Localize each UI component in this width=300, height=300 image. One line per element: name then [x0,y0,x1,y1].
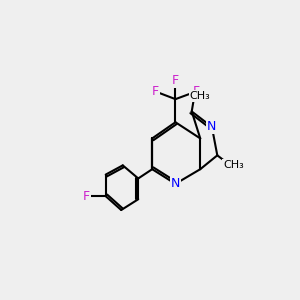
Text: N: N [171,177,180,190]
Text: F: F [193,85,200,98]
Text: N: N [207,120,217,134]
Text: F: F [83,190,90,203]
Text: F: F [172,74,179,87]
Text: CH₃: CH₃ [223,160,244,170]
Text: CH₃: CH₃ [190,91,211,101]
Text: F: F [152,85,159,98]
